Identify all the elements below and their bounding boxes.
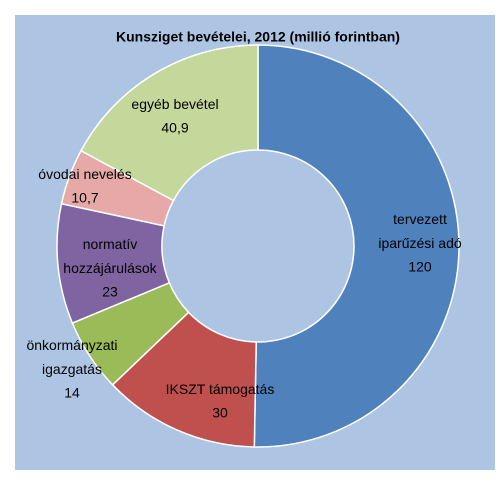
slice-category-label: IKSZT támogatás	[166, 381, 275, 397]
slice-value-label: 120	[408, 259, 432, 275]
donut-slice	[253, 44, 460, 448]
label-line: egyéb bevétel	[131, 96, 218, 112]
slice-value-label: 14	[64, 385, 80, 401]
slice-category-label: tervezett iparűzési adó	[378, 211, 461, 251]
label-line: normatív	[83, 236, 137, 252]
slice-value-label: 23	[102, 284, 118, 300]
slice-category-label: óvodai nevelés	[38, 166, 131, 182]
label-line: IKSZT támogatás	[166, 381, 275, 397]
label-line: hozzájárulások	[63, 260, 157, 276]
label-line: önkormányzati	[26, 337, 117, 353]
label-line: óvodai nevelés	[38, 166, 131, 182]
slice-value-label: 30	[212, 405, 228, 421]
slice-category-label: egyéb bevétel	[131, 96, 218, 112]
donut-slice	[79, 44, 259, 202]
slice-category-label: normatív hozzájárulások	[63, 236, 157, 276]
label-line: iparűzési adó	[378, 235, 461, 251]
slice-value-label: 10,7	[71, 190, 98, 206]
slice-value-label: 40,9	[161, 120, 188, 136]
label-line: igazgatás	[42, 361, 102, 377]
label-line: tervezett	[393, 211, 447, 227]
chart-title: Kunsziget bevételei, 2012 (millió forint…	[116, 29, 400, 45]
slice-category-label: önkormányzati igazgatás	[26, 337, 117, 377]
